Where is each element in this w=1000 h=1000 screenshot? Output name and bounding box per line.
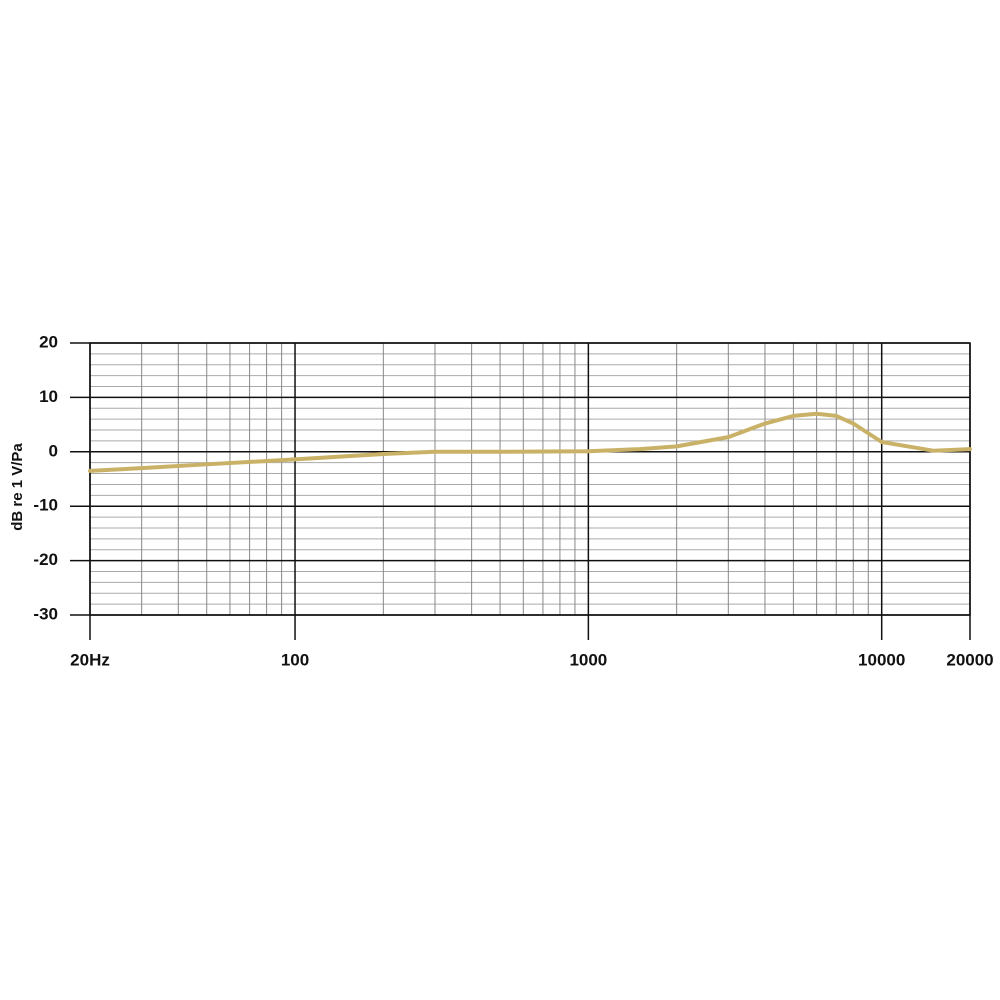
x-tick-label: 100: [281, 650, 309, 669]
y-tick-label: -10: [33, 496, 58, 515]
x-tick-label: 20000: [946, 650, 993, 669]
y-tick-label: -20: [33, 550, 58, 569]
y-tick-label: 0: [49, 441, 58, 460]
y-axis-label: dB re 1 V/Pa: [9, 443, 26, 531]
response-curve: [88, 411, 972, 473]
y-tick-label: 20: [39, 332, 58, 351]
x-tick-label: 20Hz: [70, 650, 110, 669]
plot-frame: [89, 342, 971, 616]
x-tick-label: 1000: [569, 650, 607, 669]
y-tick-label: -30: [33, 604, 58, 623]
y-tick-label: 10: [39, 387, 58, 406]
x-tick-label: 10000: [858, 650, 905, 669]
